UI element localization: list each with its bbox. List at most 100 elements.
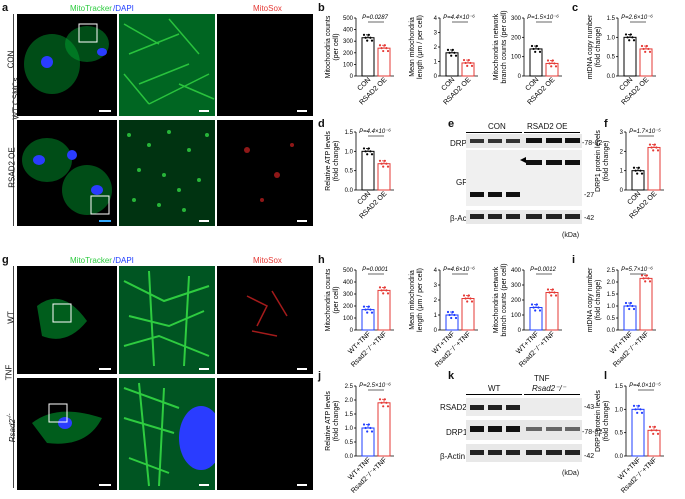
y-tick-label: 2.5 [345, 384, 354, 390]
data-point [370, 430, 374, 433]
panel-label-b: b [318, 2, 325, 14]
y-tick-label: 1 [620, 169, 624, 175]
data-point [553, 62, 556, 65]
micrograph-ko-zoom-mito [119, 378, 223, 490]
data-point [386, 49, 390, 53]
mitotracker-label-bottom: MitoTracker [70, 256, 112, 265]
data-point [446, 310, 450, 314]
data-point [546, 288, 550, 291]
data-point [451, 48, 454, 52]
bar [623, 36, 637, 77]
data-point [648, 425, 652, 428]
y-tick-label: 0.0 [607, 74, 616, 80]
y-axis-label: (fold change) [333, 141, 340, 182]
data-point [362, 423, 366, 426]
data-point [367, 33, 370, 36]
divider [466, 394, 522, 395]
micrograph-con-mitosox [217, 14, 313, 116]
p-value: P=0.0287 [362, 15, 389, 21]
y-axis-label: branch counts (per cell) [501, 263, 508, 336]
data-point [469, 61, 472, 65]
data-point [534, 50, 537, 53]
y-tick-label: 200 [343, 51, 354, 57]
data-point [535, 44, 538, 48]
mw-marker: -43 [584, 404, 595, 411]
p-value: P=1.7×10⁻⁵ [629, 128, 661, 135]
y-tick-label: 0.5 [615, 431, 624, 437]
panel-label-g: g [2, 254, 9, 266]
row-label-rsad2-ko: Rsad2-/- [7, 413, 17, 443]
data-point [370, 39, 374, 42]
y-tick-label: 500 [343, 268, 354, 274]
mitosox-label: MitoSox [253, 4, 282, 13]
y-tick-label: 100 [511, 313, 522, 319]
data-point [530, 303, 534, 306]
data-point [637, 166, 640, 169]
data-point [380, 289, 383, 292]
y-tick-label: 1.0 [607, 304, 616, 310]
panel-label-l: l [604, 370, 608, 382]
data-point [640, 274, 644, 277]
data-point [640, 172, 644, 175]
bar [361, 309, 375, 331]
data-point [535, 303, 538, 306]
y-axis-label: (fold change) [595, 280, 602, 321]
data-point [382, 405, 385, 408]
blot-group-con: CON [488, 122, 506, 131]
data-point [451, 310, 454, 314]
divider [13, 266, 14, 488]
data-point [470, 300, 474, 303]
data-point [650, 146, 653, 149]
data-point [386, 292, 390, 295]
y-tick-label: 1.5 [607, 16, 616, 22]
y-axis-label: Mitochondria network [493, 13, 500, 80]
mw-marker: -78-82 [582, 140, 603, 147]
data-point [364, 150, 367, 153]
data-point [470, 64, 474, 67]
y-tick-label: 200 [511, 35, 522, 41]
y-tick-label: 0.5 [607, 316, 616, 322]
data-point [532, 306, 535, 309]
chart-mtdna: mtDNA copy number (fold change) 0.0 0.5 1.0 1… [587, 14, 656, 106]
chart-mito-counts: Mitochondria counts (per cell) 0 100 200 300 4… [325, 15, 394, 106]
data-point [656, 149, 660, 152]
y-tick-label: 0.0 [345, 454, 354, 460]
p-value: P=0.0012 [530, 267, 557, 273]
y-tick-label: 1.0 [345, 149, 354, 155]
y-tick-label: 1.5 [345, 130, 354, 136]
data-point [466, 64, 469, 67]
y-tick-label: 100 [511, 55, 522, 61]
blot-label-actin: β-Actin [440, 452, 466, 461]
micrograph-ko-overview [17, 378, 117, 490]
data-point [364, 308, 367, 311]
p-value: P=2.5×10⁻⁶ [359, 382, 391, 389]
data-point [382, 165, 385, 168]
data-point [537, 306, 540, 309]
mw-unit: (kDa) [562, 232, 580, 239]
data-point [366, 430, 369, 433]
data-point [380, 162, 383, 165]
data-point [636, 172, 639, 175]
chart-drp1: DRP1 protein levels (fold change)0123CONR… [595, 128, 664, 220]
bar [639, 277, 653, 331]
y-tick-label: 2 [434, 298, 438, 304]
data-point [385, 47, 388, 50]
divider [466, 132, 522, 133]
data-point [370, 153, 374, 156]
data-point [367, 423, 370, 426]
data-point [554, 294, 558, 297]
y-tick-label: 0.5 [345, 440, 354, 446]
blot-group-rsad2: RSAD2 OE [527, 122, 568, 131]
data-point [446, 48, 450, 52]
data-point [370, 311, 374, 314]
data-point [645, 44, 648, 48]
y-tick-label: 400 [343, 280, 354, 286]
dapi-label-bottom: /DAPI [113, 256, 134, 265]
chart-mito-counts-tnf: Mitochondria counts (per cell) 0 100 200 300 4… [325, 267, 394, 369]
mw-marker: -42 [584, 453, 595, 460]
y-axis-label: (per cell) [333, 33, 340, 60]
data-point [628, 39, 631, 42]
y-tick-label: 0.0 [615, 454, 624, 460]
data-point [367, 305, 370, 308]
y-tick-label: 1.5 [615, 384, 624, 390]
